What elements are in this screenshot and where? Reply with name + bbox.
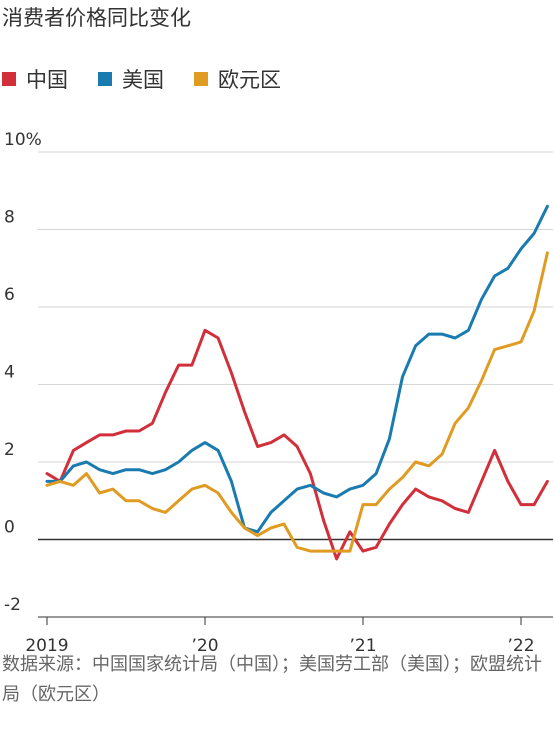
legend-item-eurozone: 欧元区 [194,64,281,94]
y-tick-label: 2 [4,440,15,460]
legend-swatch-eurozone [194,72,208,86]
x-tick-label: ’20 [191,636,218,656]
y-tick-label: 0 [4,518,15,538]
y-tick-label: 8 [4,208,15,228]
source-note: 数据来源：中国国家统计局（中国）；美国劳工部（美国）；欧盟统计局（欧元区） [2,654,542,705]
legend-swatch-china [2,72,16,86]
series-line-usa [45,204,549,534]
gridlines [38,151,553,618]
legend-item-china: 中国 [2,64,68,94]
chart-title: 消费者价格同比变化 [2,6,191,30]
line-chart: 10% 8 6 4 2 0 -2 2019 ’20 ’21 ’22 [4,130,553,656]
y-tick-label: 4 [4,363,15,383]
y-tick-label: -2 [4,595,21,615]
x-tick-label: ’22 [507,636,534,656]
series-lines [45,204,549,561]
series-line-eurozone [45,251,549,553]
x-tick-label: 2019 [25,636,68,656]
y-tick-label: 10% [4,130,42,150]
legend-item-usa: 美国 [98,64,164,94]
legend: 中国 美国 欧元区 [2,64,311,94]
legend-label-eurozone: 欧元区 [218,68,281,92]
series-line-china [45,328,549,561]
legend-label-china: 中国 [26,68,68,92]
legend-label-usa: 美国 [122,68,164,92]
legend-swatch-usa [98,72,112,86]
x-tick-label: ’21 [349,636,376,656]
y-tick-label: 6 [4,285,15,305]
axes: 10% 8 6 4 2 0 -2 2019 ’20 ’21 ’22 [4,130,535,656]
